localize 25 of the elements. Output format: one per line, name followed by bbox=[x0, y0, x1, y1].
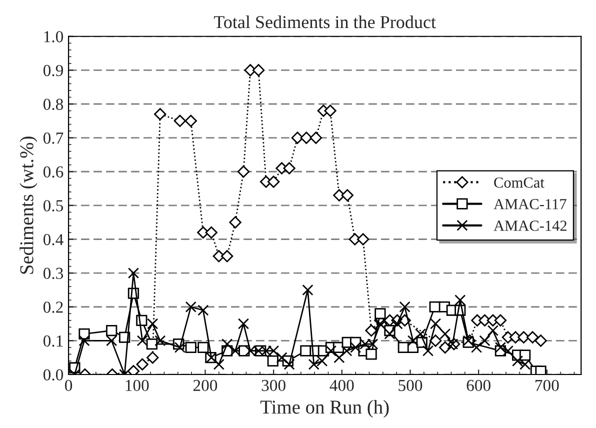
x-tick-label: 400 bbox=[330, 380, 354, 392]
y-tick-label: 0.0 bbox=[43, 369, 64, 381]
legend-label: AMAC-142 bbox=[494, 220, 567, 231]
legend-label: AMAC-117 bbox=[494, 199, 566, 210]
x-tick-label: 500 bbox=[398, 380, 422, 392]
y-tick-label: 0.1 bbox=[43, 335, 63, 347]
legend-label: ComCat bbox=[494, 177, 544, 188]
x-tick-label: 0 bbox=[65, 380, 72, 392]
y-tick-label: 0.8 bbox=[43, 98, 64, 110]
x-tick-label: 600 bbox=[466, 380, 490, 392]
y-tick-label: 0.4 bbox=[43, 234, 64, 246]
y-axis-title: Sediments (wt.%) bbox=[20, 136, 38, 274]
y-tick-label: 0.5 bbox=[43, 200, 64, 212]
x-tick-label: 200 bbox=[193, 380, 218, 392]
x-tick-label: 700 bbox=[536, 380, 559, 392]
y-tick-label: 0.9 bbox=[43, 64, 63, 76]
chart-title: Total Sediments in the Product bbox=[214, 16, 436, 28]
x-axis-title: Time on Run (h) bbox=[260, 400, 389, 418]
y-tick-label: 0.7 bbox=[43, 132, 64, 144]
y-tick-label: 0.6 bbox=[43, 166, 64, 178]
y-tick-label: 1.0 bbox=[44, 31, 64, 42]
y-tick-label: 0.2 bbox=[43, 302, 63, 313]
x-tick-label: 100 bbox=[126, 380, 149, 392]
x-tick-label: 300 bbox=[262, 380, 286, 392]
y-tick-label: 0.3 bbox=[43, 268, 64, 280]
